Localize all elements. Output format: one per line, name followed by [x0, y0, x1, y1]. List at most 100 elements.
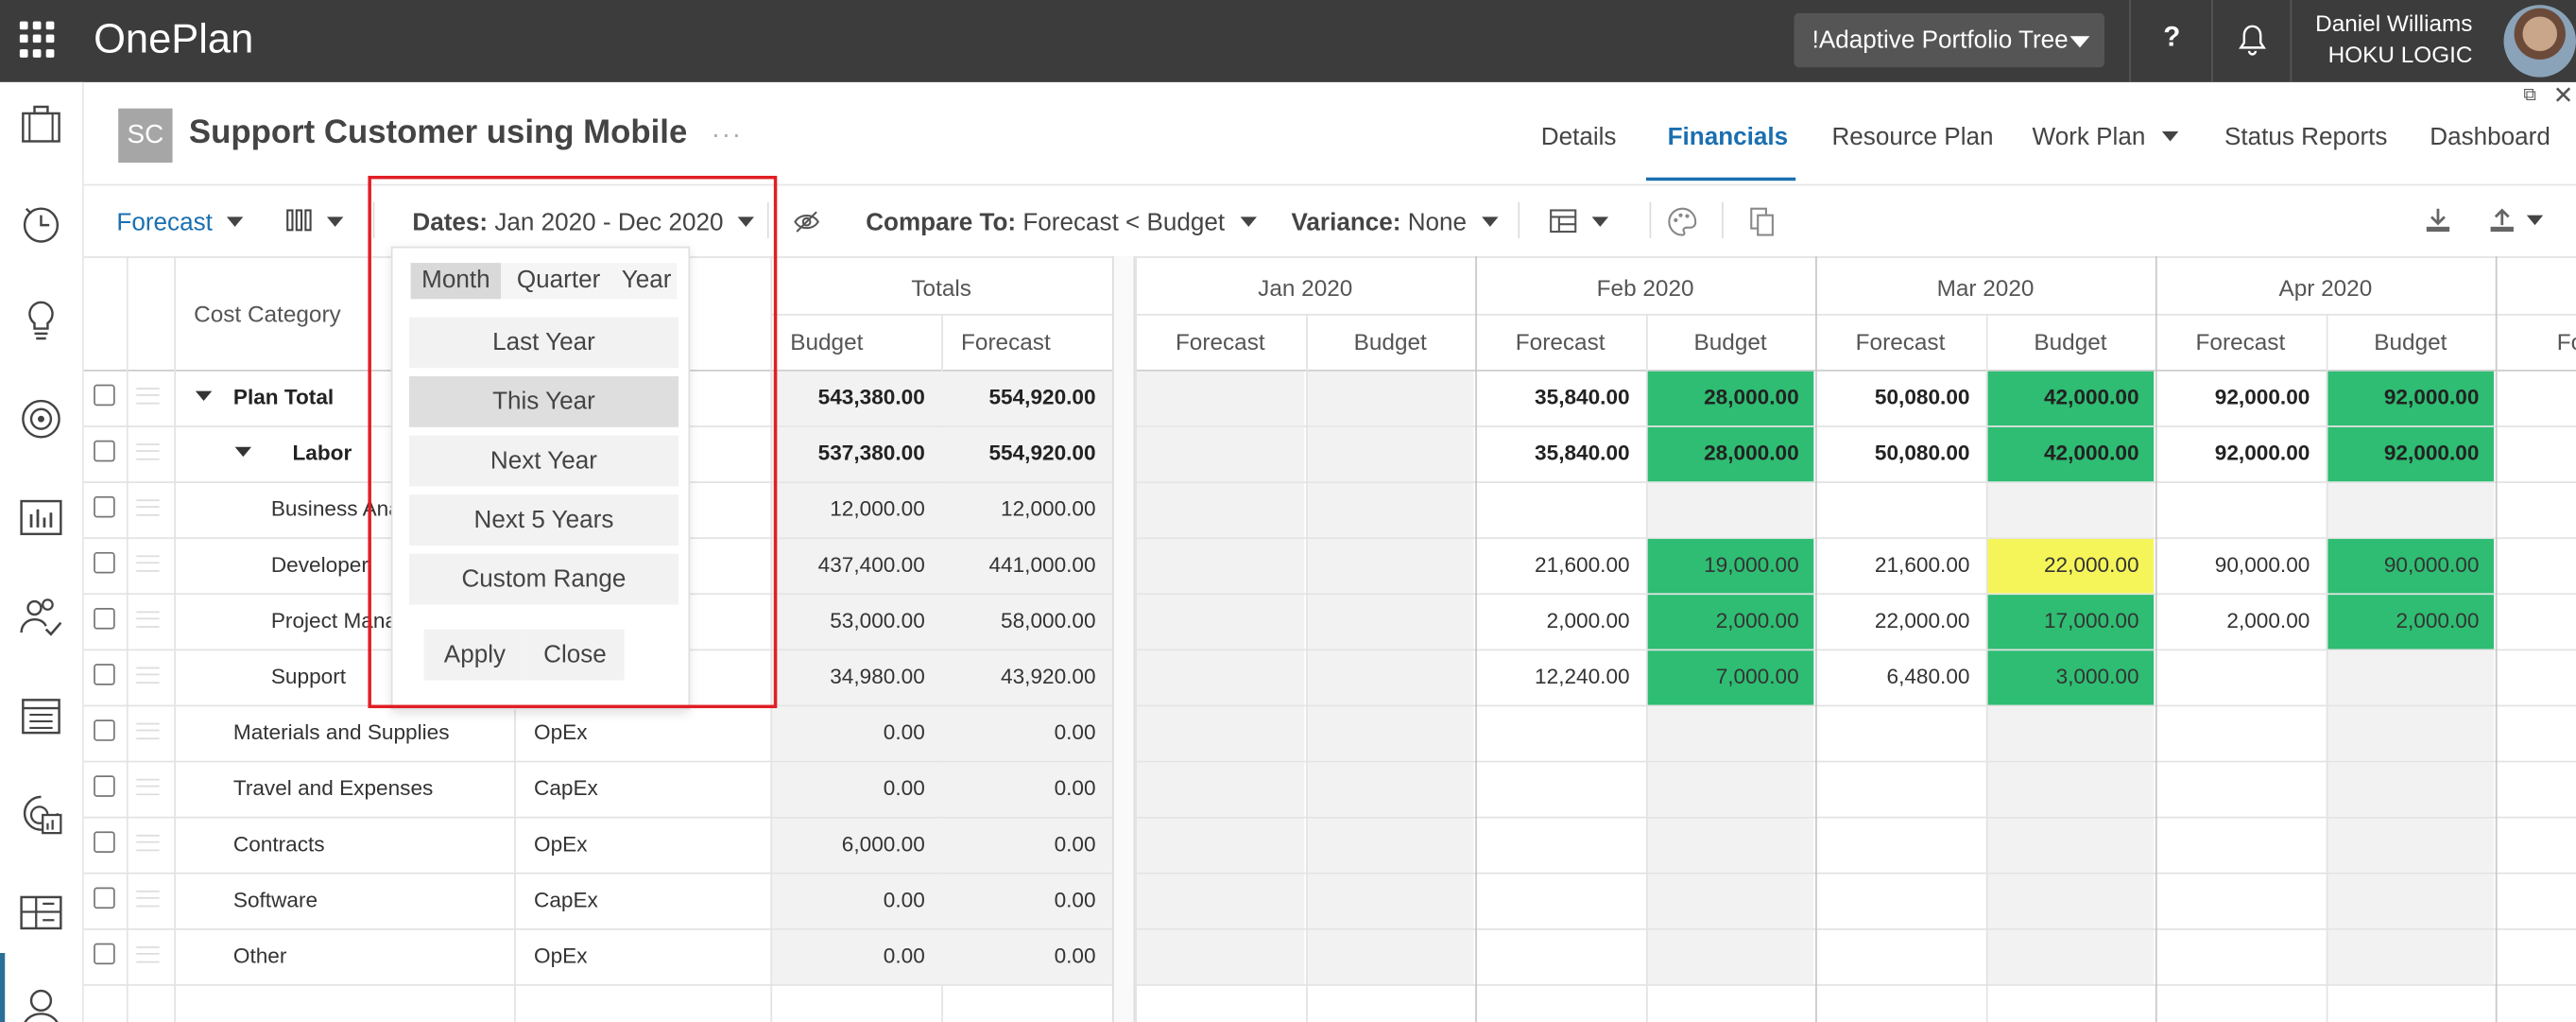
row-checkbox[interactable] — [94, 551, 115, 574]
month-value[interactable]: 92,000.00 — [2214, 384, 2310, 409]
month-value[interactable]: 2,000.00 — [2226, 608, 2310, 633]
drag-handle-icon[interactable] — [136, 778, 160, 796]
avatar[interactable] — [2503, 5, 2576, 78]
report-icon[interactable] — [18, 790, 64, 837]
month-subheader[interactable]: Budget — [2034, 328, 2107, 355]
row-checkbox[interactable] — [94, 887, 115, 909]
segment-month[interactable]: Month — [410, 263, 502, 300]
month-value[interactable]: 6,480.00 — [1886, 664, 1970, 689]
user-icon[interactable] — [18, 984, 64, 1022]
collapse-caret-icon[interactable] — [195, 390, 213, 402]
drag-handle-icon[interactable] — [136, 890, 160, 908]
people-check-icon[interactable] — [18, 593, 64, 639]
row-checkbox[interactable] — [94, 664, 115, 685]
option-last-year[interactable]: Last Year — [408, 317, 679, 369]
drag-handle-icon[interactable] — [136, 499, 160, 516]
month-value[interactable]: 2,000.00 — [1546, 608, 1630, 633]
tab-status-reports[interactable]: Status Reports — [2224, 123, 2388, 151]
month-subheader[interactable]: Forecast — [1175, 328, 1265, 355]
hide-icon[interactable] — [792, 209, 821, 235]
drag-handle-icon[interactable] — [136, 722, 160, 740]
month-subheader[interactable]: Forecast — [1855, 328, 1946, 355]
column-chooser[interactable] — [286, 209, 344, 237]
month-value[interactable]: 22,000.00 — [2043, 551, 2139, 578]
drag-handle-icon[interactable] — [136, 555, 160, 572]
apply-button[interactable]: Apply — [423, 629, 526, 681]
tab-resource-plan[interactable]: Resource Plan — [1831, 123, 1994, 151]
month-value[interactable]: 3,000.00 — [2055, 664, 2139, 689]
month-value[interactable]: 21,600.00 — [1874, 551, 1970, 578]
popout-icon[interactable]: ⧉ — [2523, 85, 2537, 106]
row-checkbox[interactable] — [94, 495, 115, 518]
tab-details[interactable]: Details — [1540, 123, 1617, 151]
month-value[interactable]: 42,000.00 — [2043, 440, 2139, 465]
help-button[interactable]: ? — [2163, 21, 2181, 53]
close-button[interactable]: Close — [525, 629, 625, 681]
col-header-totals-budget[interactable]: Budget — [790, 328, 864, 355]
option-custom-range[interactable]: Custom Range — [408, 553, 679, 605]
month-subheader[interactable]: Budget — [1353, 328, 1427, 355]
download-icon[interactable] — [2423, 205, 2452, 234]
row-checkbox[interactable] — [94, 384, 115, 407]
month-value[interactable]: 92,000.00 — [2383, 440, 2480, 465]
bar-chart-icon[interactable] — [18, 494, 64, 541]
dates-selector[interactable]: Dates: Jan 2020 - Dec 2020 — [412, 209, 755, 236]
month-value[interactable]: 50,080.00 — [1874, 440, 1970, 465]
month-value[interactable]: 17,000.00 — [2043, 608, 2139, 633]
variance-selector[interactable]: Variance: None — [1291, 209, 1499, 236]
briefcase-icon[interactable] — [18, 102, 64, 148]
compare-selector[interactable]: Compare To: Forecast < Budget — [866, 209, 1257, 236]
financials-icon[interactable] — [18, 889, 64, 935]
view-selector[interactable]: Forecast — [116, 209, 244, 236]
month-value[interactable]: 4 — [2498, 552, 2576, 577]
row-checkbox[interactable] — [94, 608, 115, 630]
month-value[interactable]: 92,000.00 — [2214, 440, 2310, 465]
drag-handle-icon[interactable] — [136, 443, 160, 460]
segment-quarter[interactable]: Quarter — [501, 263, 616, 300]
tab-dashboard[interactable]: Dashboard — [2430, 123, 2550, 151]
option-this-year[interactable]: This Year — [408, 375, 679, 427]
clock-icon[interactable] — [18, 200, 64, 247]
drag-handle-icon[interactable] — [136, 946, 160, 963]
bell-icon[interactable] — [2234, 22, 2270, 58]
drag-handle-icon[interactable] — [136, 388, 160, 405]
month-value[interactable]: 92,000.00 — [2383, 384, 2480, 409]
month-subheader[interactable]: Fore — [2556, 328, 2576, 355]
layout-selector[interactable] — [1549, 209, 1609, 237]
month-subheader[interactable]: Forecast — [1515, 328, 1606, 355]
month-value[interactable]: 50,080.00 — [1874, 384, 1970, 409]
month-value[interactable]: 28,000.00 — [1704, 384, 1799, 409]
month-value[interactable]: 22,000.00 — [1874, 608, 1970, 633]
lightbulb-icon[interactable] — [18, 298, 64, 344]
target-icon[interactable] — [18, 396, 64, 442]
collapse-caret-icon[interactable] — [234, 446, 251, 458]
tab-work-plan[interactable]: Work Plan — [2033, 123, 2179, 151]
month-value[interactable]: 28,000.00 — [1704, 440, 1799, 465]
drag-handle-icon[interactable] — [136, 611, 160, 628]
month-value[interactable]: 35,840.00 — [1535, 384, 1630, 409]
month-value[interactable]: 48 — [2498, 441, 2576, 465]
col-header-totals-forecast[interactable]: Forecast — [961, 328, 1051, 355]
app-launcher-icon[interactable] — [19, 21, 56, 58]
drag-handle-icon[interactable] — [136, 834, 160, 852]
segment-year[interactable]: Year — [615, 263, 678, 300]
row-checkbox[interactable] — [94, 440, 115, 462]
month-value[interactable]: 48 — [2498, 385, 2576, 409]
copy-icon[interactable] — [1748, 205, 1777, 238]
tab-financials[interactable]: Financials — [1667, 123, 1789, 151]
month-value[interactable]: 2,000.00 — [1715, 608, 1799, 633]
portfolio-selector[interactable]: !Adaptive Portfolio Tree — [1794, 12, 2105, 68]
month-subheader[interactable]: Budget — [1693, 328, 1767, 355]
col-header-cost-category[interactable]: Cost Category — [194, 301, 341, 327]
row-checkbox[interactable] — [94, 943, 115, 965]
month-value[interactable]: 42,000.00 — [2043, 384, 2139, 409]
month-value[interactable]: 35,840.00 — [1535, 440, 1630, 465]
option-next-year[interactable]: Next Year — [408, 435, 679, 487]
split-handle[interactable] — [1111, 256, 1136, 1022]
month-value[interactable]: 7,000.00 — [1715, 664, 1799, 689]
drag-handle-icon[interactable] — [136, 667, 160, 684]
month-value[interactable]: 2,000.00 — [2396, 608, 2480, 633]
palette-icon[interactable] — [1666, 205, 1699, 238]
month-value[interactable]: 90,000.00 — [2214, 551, 2310, 578]
calendar-icon[interactable] — [18, 692, 64, 738]
